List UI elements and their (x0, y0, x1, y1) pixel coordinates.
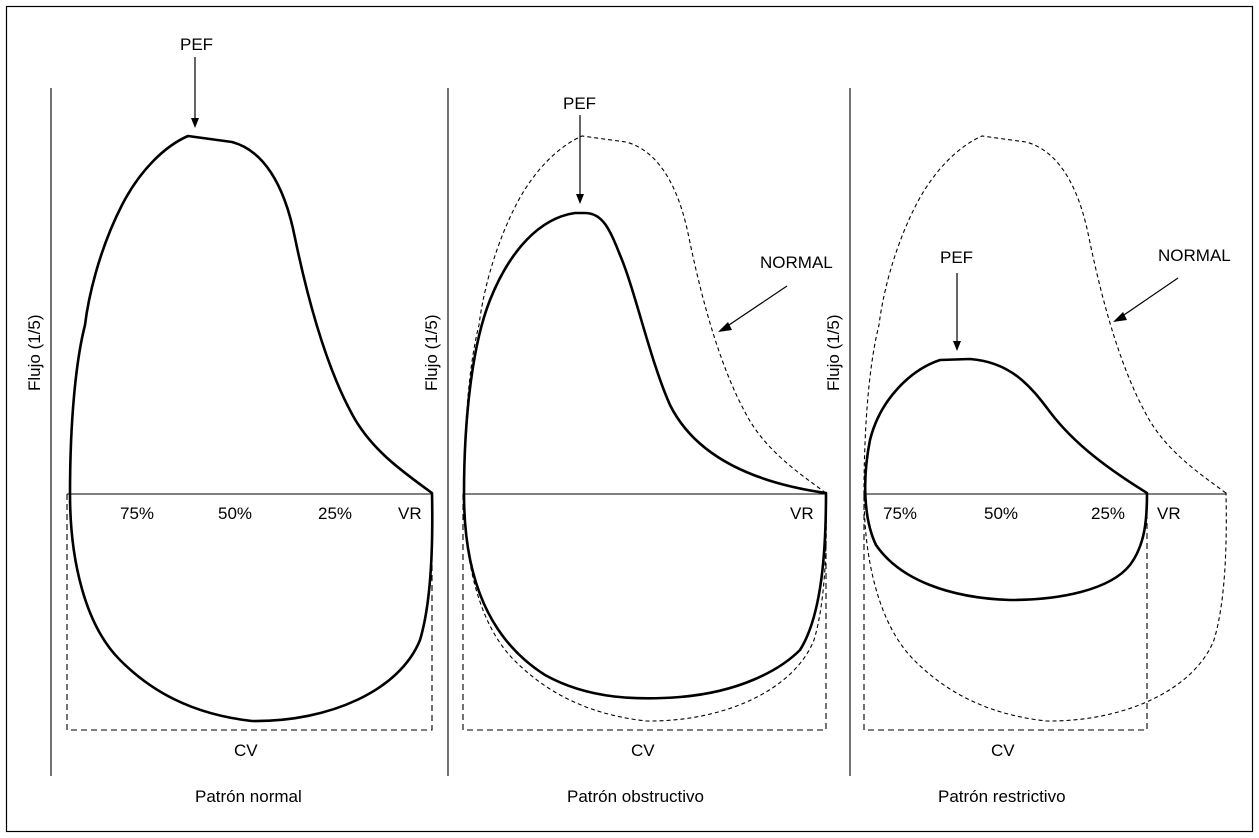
y-axis-label: Flujo (1/5) (824, 314, 843, 391)
rv-label: VR (1157, 504, 1181, 523)
percent-50-label: 50% (218, 504, 252, 523)
pef-arrowhead (191, 118, 199, 128)
flow-volume-loop (462, 211, 828, 700)
percent-75-label: 75% (883, 504, 917, 523)
vital-capacity-box (863, 494, 1148, 731)
flow-volume-loop (863, 357, 1149, 602)
percent-25-label: 25% (1091, 504, 1125, 523)
normal-pointer-arrowhead (1113, 312, 1127, 322)
percent-25-label: 25% (318, 504, 352, 523)
pef-label: PEF (180, 35, 213, 54)
panel-normal: Flujo (1/5) PEF 75% 50% 25% VR CV Patrón… (25, 35, 434, 806)
x-axis-label: CV (234, 741, 258, 760)
normal-pointer-arrowhead (718, 322, 732, 332)
normal-reference-loop (463, 135, 827, 722)
flow-volume-loop (68, 134, 434, 723)
panel-obstructive: Flujo (1/5) PEF NORMAL VR CV Patrón obst… (422, 88, 833, 806)
normal-label: NORMAL (760, 253, 833, 272)
panel-restrictive: Flujo (1/5) PEF NORMAL 75% 50% 25% VR CV… (824, 88, 1231, 806)
y-axis-label: Flujo (1/5) (422, 314, 441, 391)
normal-pointer-arrow (1120, 277, 1179, 318)
percent-75-label: 75% (120, 504, 154, 523)
panel-caption: Patrón obstructivo (567, 787, 704, 806)
normal-pointer-arrow (725, 285, 788, 328)
vital-capacity-box (66, 494, 433, 731)
panel-caption: Patrón normal (195, 787, 302, 806)
x-axis-label: CV (991, 741, 1015, 760)
pef-label: PEF (940, 248, 973, 267)
figure-frame (5, 5, 1254, 833)
panel-caption: Patrón restrictivo (938, 787, 1066, 806)
rv-label: VR (398, 504, 422, 523)
y-axis-label: Flujo (1/5) (25, 314, 44, 391)
normal-label: NORMAL (1158, 246, 1231, 265)
pef-arrowhead (576, 194, 584, 204)
normal-reference-loop (863, 135, 1227, 722)
pef-arrowhead (953, 341, 961, 351)
pef-label: PEF (563, 94, 596, 113)
percent-50-label: 50% (984, 504, 1018, 523)
x-axis-label: CV (631, 741, 655, 760)
rv-label: VR (790, 504, 814, 523)
vital-capacity-box (462, 494, 827, 731)
